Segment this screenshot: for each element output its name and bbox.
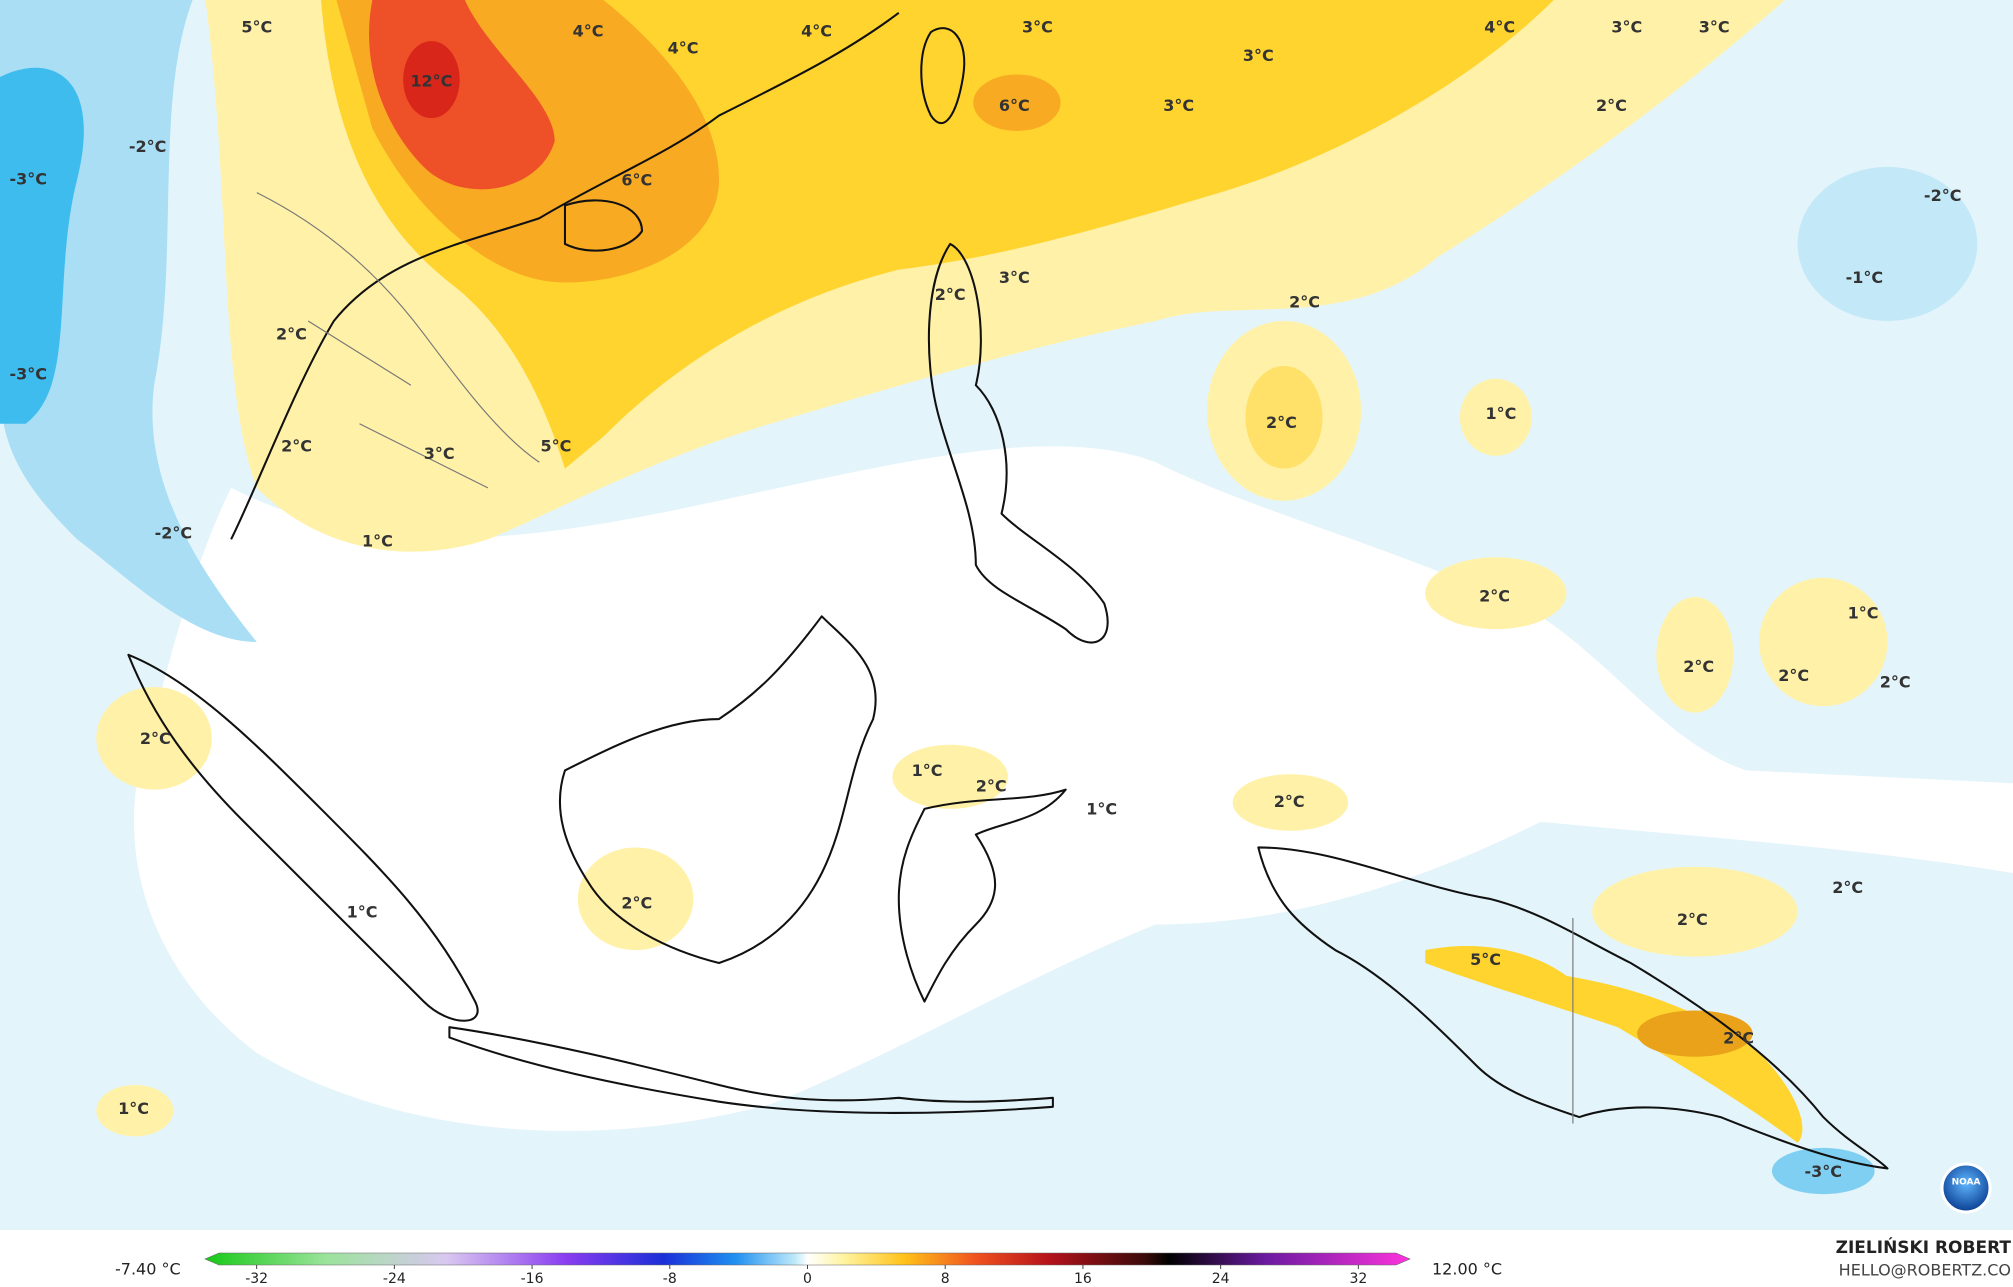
map-label: -2°C (1924, 186, 1962, 205)
map-label: 2°C (1266, 413, 1297, 432)
map-label: -1°C (1846, 268, 1884, 287)
warm-area (1637, 1010, 1753, 1057)
map-label: 2°C (1289, 293, 1320, 312)
map-label: 5°C (241, 18, 272, 37)
map-label: 2°C (621, 893, 652, 912)
map-label: 3°C (1022, 18, 1053, 37)
map-label: -3°C (9, 169, 47, 188)
colorbar-ticks: -32 -24 -16 -8 0 8 16 24 32 (245, 1265, 1367, 1287)
map-label: 2°C (1596, 96, 1627, 115)
map-label: 2°C (1274, 792, 1305, 811)
map-label: 4°C (573, 22, 604, 41)
map-label: 1°C (118, 1099, 149, 1118)
map-label: 4°C (1484, 18, 1515, 37)
warm-area (577, 847, 694, 951)
warm-area (1656, 597, 1734, 713)
contact: HELLO@ROBERTZ.CO (1839, 1261, 2011, 1280)
hot-area (369, 0, 555, 190)
coastline (558, 615, 877, 965)
map-label: 2°C (276, 325, 307, 344)
map-label: 2°C (1880, 673, 1911, 692)
map-label: 2°C (1677, 910, 1708, 929)
map-label: 3°C (1611, 18, 1642, 37)
colorbar-tick-label: -32 (245, 1271, 268, 1287)
border (256, 192, 540, 489)
coastline (230, 12, 900, 540)
warm-area (96, 686, 212, 790)
map-label: -2°C (155, 524, 193, 543)
coastline (448, 1026, 1054, 1114)
map-label: 2°C (1832, 878, 1863, 897)
map-label: 2°C (1778, 666, 1809, 685)
coastline (920, 27, 966, 125)
author: ZIELIŃSKI ROBERT (1836, 1236, 2012, 1258)
map-label: -2°C (129, 137, 167, 156)
map-label: 2°C (1723, 1028, 1754, 1047)
colorbar-tick-label: 0 (803, 1271, 812, 1287)
coastline (127, 653, 479, 1022)
map-label: 3°C (999, 268, 1030, 287)
map-label: 6°C (999, 96, 1030, 115)
map-labels: 5°C 4°C 4°C 4°C 3°C 4°C 3°C 3°C 3°C 12°C 6°C 3°C 2°C… (9, 18, 1961, 1181)
map-area (0, 0, 2013, 1231)
coastline (927, 242, 1109, 644)
cool-area (0, 67, 84, 424)
coastline (1257, 846, 1889, 1170)
hot-core (403, 41, 460, 119)
warm-area (1425, 557, 1567, 630)
map-label: 2°C (1683, 657, 1714, 676)
map-label: 2°C (976, 777, 1007, 796)
warm-area (1232, 774, 1349, 831)
logo-text: NOAA (1952, 1178, 1981, 1188)
map-label: 1°C (1086, 800, 1117, 819)
map-label: 3°C (1699, 18, 1730, 37)
map-label: 4°C (668, 38, 699, 57)
map-label: 4°C (801, 22, 832, 41)
map-label: 5°C (541, 436, 572, 455)
map-label: 1°C (1486, 404, 1517, 423)
max-value: 12.00 °C (1432, 1260, 1502, 1279)
map-label: 1°C (1848, 603, 1879, 622)
colorbar-tick-label: 16 (1074, 1271, 1092, 1287)
colorbar-tick-label: -24 (383, 1271, 406, 1287)
coastline (897, 788, 1067, 1003)
map-label: 1°C (912, 761, 943, 780)
map-label: 3°C (1163, 96, 1194, 115)
cool-area (1797, 166, 1978, 321)
map-label: 1°C (347, 902, 378, 921)
warm-area (1759, 577, 1888, 707)
coastline (563, 199, 644, 252)
map-label: 6°C (621, 171, 652, 190)
min-value: -7.40 °C (115, 1260, 181, 1279)
colorbar-tick-label: 32 (1349, 1271, 1367, 1287)
map-label: 2°C (1479, 587, 1510, 606)
warm-area (892, 744, 1008, 809)
colorbar-tick-label: 24 (1212, 1271, 1230, 1287)
colorbar-tick-label: 8 (941, 1271, 950, 1287)
logo (1940, 1162, 1992, 1214)
warm-area (1245, 365, 1323, 469)
map-label: 5°C (1470, 950, 1501, 969)
neutral-area (134, 446, 2013, 1131)
map-label: 3°C (424, 444, 455, 463)
map-label: 12°C (410, 72, 452, 91)
cool-area (1771, 1147, 1875, 1195)
colorbar (204, 1252, 1411, 1266)
map-label: -3°C (9, 364, 47, 383)
map-label: -3°C (1805, 1162, 1843, 1181)
warm-area (973, 74, 1061, 131)
map-label: 3°C (1243, 46, 1274, 65)
colorbar-tick-label: -8 (663, 1271, 677, 1287)
map-label: 2°C (935, 285, 966, 304)
map-label: 2°C (140, 729, 171, 748)
colorbar-tick-label: -16 (521, 1271, 544, 1287)
warm-area (96, 1084, 174, 1137)
warm-area (1592, 866, 1798, 957)
map-label: 1°C (362, 531, 393, 550)
warm-area (1459, 378, 1532, 456)
map-label: 2°C (281, 436, 312, 455)
